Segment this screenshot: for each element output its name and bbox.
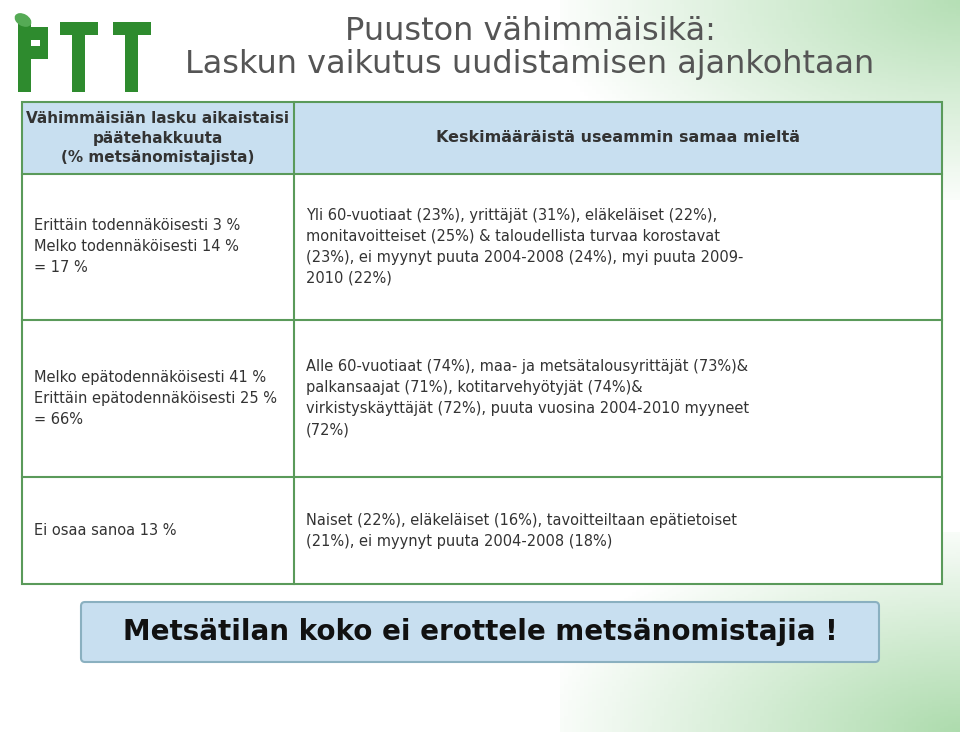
Text: Metsätilan koko ei erottele metsänomistajia !: Metsätilan koko ei erottele metsänomista… xyxy=(123,618,837,646)
Bar xyxy=(18,20,31,92)
Text: Keskimääräistä useammin samaa mieltä: Keskimääräistä useammin samaa mieltä xyxy=(436,130,800,146)
Text: Vähimmäisiän lasku aikaistaisi
päätehakkuuta
(% metsänomistajista): Vähimmäisiän lasku aikaistaisi päätehakk… xyxy=(27,111,290,165)
Text: Erittäin todennäköisesti 3 %
Melko todennäköisesti 14 %
= 17 %: Erittäin todennäköisesti 3 % Melko toden… xyxy=(34,218,240,275)
FancyBboxPatch shape xyxy=(81,602,879,662)
Text: Yli 60-vuotiaat (23%), yrittäjät (31%), eläkeläiset (22%),
monitavoitteiset (25%: Yli 60-vuotiaat (23%), yrittäjät (31%), … xyxy=(306,208,743,285)
Bar xyxy=(18,27,46,40)
Bar xyxy=(125,22,138,92)
Text: Alle 60-vuotiaat (74%), maa- ja metsätalousyrittäjät (73%)&
palkansaajat (71%), : Alle 60-vuotiaat (74%), maa- ja metsätal… xyxy=(306,359,749,438)
Bar xyxy=(22,102,942,584)
Bar xyxy=(22,102,942,174)
Ellipse shape xyxy=(14,13,32,27)
Bar xyxy=(22,102,942,584)
Text: Melko epätodennäköisesti 41 %
Erittäin epätodennäköisesti 25 %
= 66%: Melko epätodennäköisesti 41 % Erittäin e… xyxy=(34,370,277,427)
Bar xyxy=(18,46,46,59)
Text: Ei osaa sanoa 13 %: Ei osaa sanoa 13 % xyxy=(34,523,177,538)
Bar xyxy=(113,22,151,35)
Bar xyxy=(72,22,85,92)
Bar xyxy=(40,27,48,59)
Text: Naiset (22%), eläkeläiset (16%), tavoitteiltaan epätietoiset
(21%), ei myynyt pu: Naiset (22%), eläkeläiset (16%), tavoitt… xyxy=(306,512,737,549)
Bar xyxy=(60,22,98,35)
Text: Puuston vähimmäisikä:: Puuston vähimmäisikä: xyxy=(345,17,715,48)
Text: Laskun vaikutus uudistamisen ajankohtaan: Laskun vaikutus uudistamisen ajankohtaan xyxy=(185,48,875,80)
